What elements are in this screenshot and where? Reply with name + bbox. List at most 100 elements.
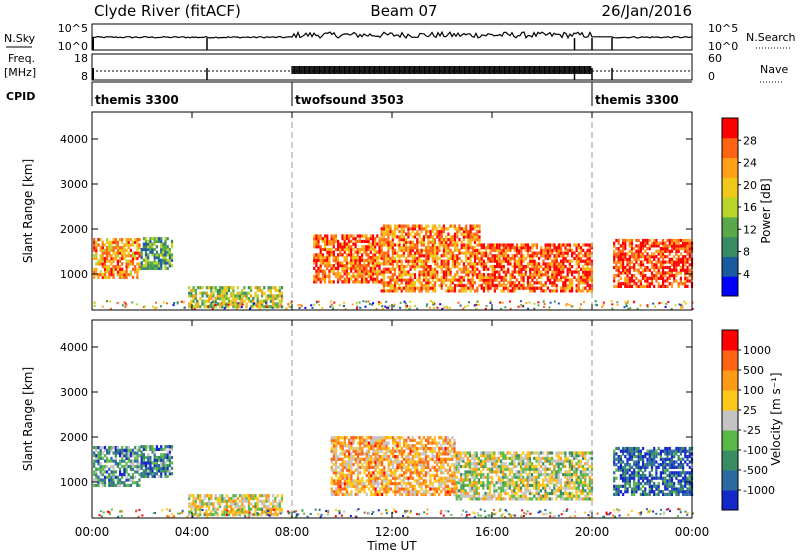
heatmap-cell <box>131 301 133 303</box>
heatmap-cell <box>164 461 166 464</box>
heatmap-cell <box>350 275 352 278</box>
heatmap-cell <box>407 452 409 455</box>
heatmap-cell <box>268 294 270 297</box>
heatmap-cell <box>390 225 392 228</box>
heatmap-cell <box>398 230 400 233</box>
heatmap-cell <box>458 238 460 241</box>
heatmap-cell <box>357 234 359 237</box>
heatmap-cell <box>489 257 491 260</box>
heatmap-cell <box>206 300 208 303</box>
heatmap-cell <box>542 249 544 252</box>
heatmap-cell <box>437 307 439 309</box>
heatmap-cell <box>100 270 102 273</box>
heatmap-cell <box>481 284 483 287</box>
heatmap-cell <box>93 470 95 473</box>
heatmap-cell <box>217 508 219 511</box>
heatmap-cell <box>171 264 173 267</box>
heatmap-cell <box>368 436 370 439</box>
heatmap-cell <box>501 243 503 246</box>
heatmap-cell <box>188 497 190 500</box>
heatmap-cell <box>108 241 110 244</box>
heatmap-cell <box>265 302 267 304</box>
heatmap-cell <box>664 271 666 274</box>
heatmap-cell <box>331 447 333 450</box>
heatmap-cell <box>412 436 414 439</box>
heatmap-cell <box>416 257 418 260</box>
heatmap-cell <box>434 436 436 439</box>
heatmap-cell <box>400 302 402 304</box>
heatmap-cell <box>344 278 346 281</box>
heatmap-cell <box>483 260 485 263</box>
heatmap-cell <box>660 285 662 288</box>
heatmap-cell <box>403 487 405 490</box>
heatmap-cell <box>396 252 398 255</box>
heatmap-cell <box>427 490 429 493</box>
heatmap-cell <box>173 304 175 306</box>
heatmap-cell <box>538 252 540 255</box>
heatmap-cell <box>416 442 418 445</box>
heatmap-cell <box>569 279 571 282</box>
heatmap-cell <box>399 436 401 439</box>
heatmap-cell <box>228 286 230 289</box>
heatmap-cell <box>221 510 223 513</box>
heatmap-cell <box>337 466 339 469</box>
heatmap-cell <box>564 265 566 268</box>
heatmap-cell <box>396 455 398 458</box>
heatmap-cell <box>512 270 514 273</box>
colorbar-swatch <box>722 276 738 296</box>
heatmap-cell <box>252 497 254 500</box>
heatmap-cell <box>352 253 354 256</box>
heatmap-cell <box>317 234 319 237</box>
heatmap-cell <box>438 265 440 268</box>
heatmap-cell <box>357 447 359 450</box>
heatmap-cell <box>472 233 474 236</box>
heatmap-cell <box>310 304 312 306</box>
heatmap-cell <box>456 284 458 287</box>
heatmap-cell <box>423 479 425 482</box>
heatmap-cell <box>104 454 106 457</box>
heatmap-cell <box>472 262 474 265</box>
heatmap-cell <box>217 289 219 292</box>
heatmap-cell <box>635 244 637 247</box>
heatmap-cell <box>549 243 551 246</box>
heatmap-cell <box>171 472 173 475</box>
sky-left-tick-high: 10^5 <box>58 22 88 35</box>
heatmap-cell <box>279 286 281 289</box>
heatmap-cell <box>171 461 173 464</box>
heatmap-cell <box>333 264 335 267</box>
heatmap-cell <box>259 300 261 303</box>
heatmap-cell <box>206 494 208 497</box>
heatmap-cell <box>664 242 666 245</box>
heatmap-cell <box>545 243 547 246</box>
heatmap-cell <box>95 241 97 244</box>
heatmap-cell <box>410 233 412 236</box>
heatmap-cell <box>339 272 341 275</box>
heatmap-cell <box>421 493 423 496</box>
heatmap-cell <box>458 257 460 260</box>
heatmap-cell <box>423 490 425 493</box>
sky-right-tick-high: 10^5 <box>708 22 738 35</box>
heatmap-cell <box>429 436 431 439</box>
heatmap-cell <box>421 458 423 461</box>
heatmap-cell <box>136 481 138 484</box>
heatmap-cell <box>228 297 230 300</box>
heatmap-cell <box>468 301 470 303</box>
heatmap-cell <box>138 252 140 255</box>
heatmap-cell <box>646 277 648 280</box>
heatmap-cell <box>407 241 409 244</box>
heatmap-cell <box>487 273 489 276</box>
heatmap-cell <box>461 252 463 255</box>
heatmap-cell <box>335 256 337 259</box>
heatmap-cell <box>551 243 553 246</box>
heatmap-cell <box>171 240 173 243</box>
heatmap-cell <box>268 497 270 500</box>
heatmap-cell <box>151 243 153 246</box>
heatmap-cell <box>666 285 668 288</box>
heatmap-cell <box>470 279 472 282</box>
heatmap-cell <box>525 302 527 304</box>
heatmap-cell <box>452 225 454 228</box>
heatmap-cell <box>331 477 333 480</box>
heatmap-cell <box>649 282 651 285</box>
heatmap-cell <box>635 277 637 280</box>
heatmap-cell <box>447 233 449 236</box>
